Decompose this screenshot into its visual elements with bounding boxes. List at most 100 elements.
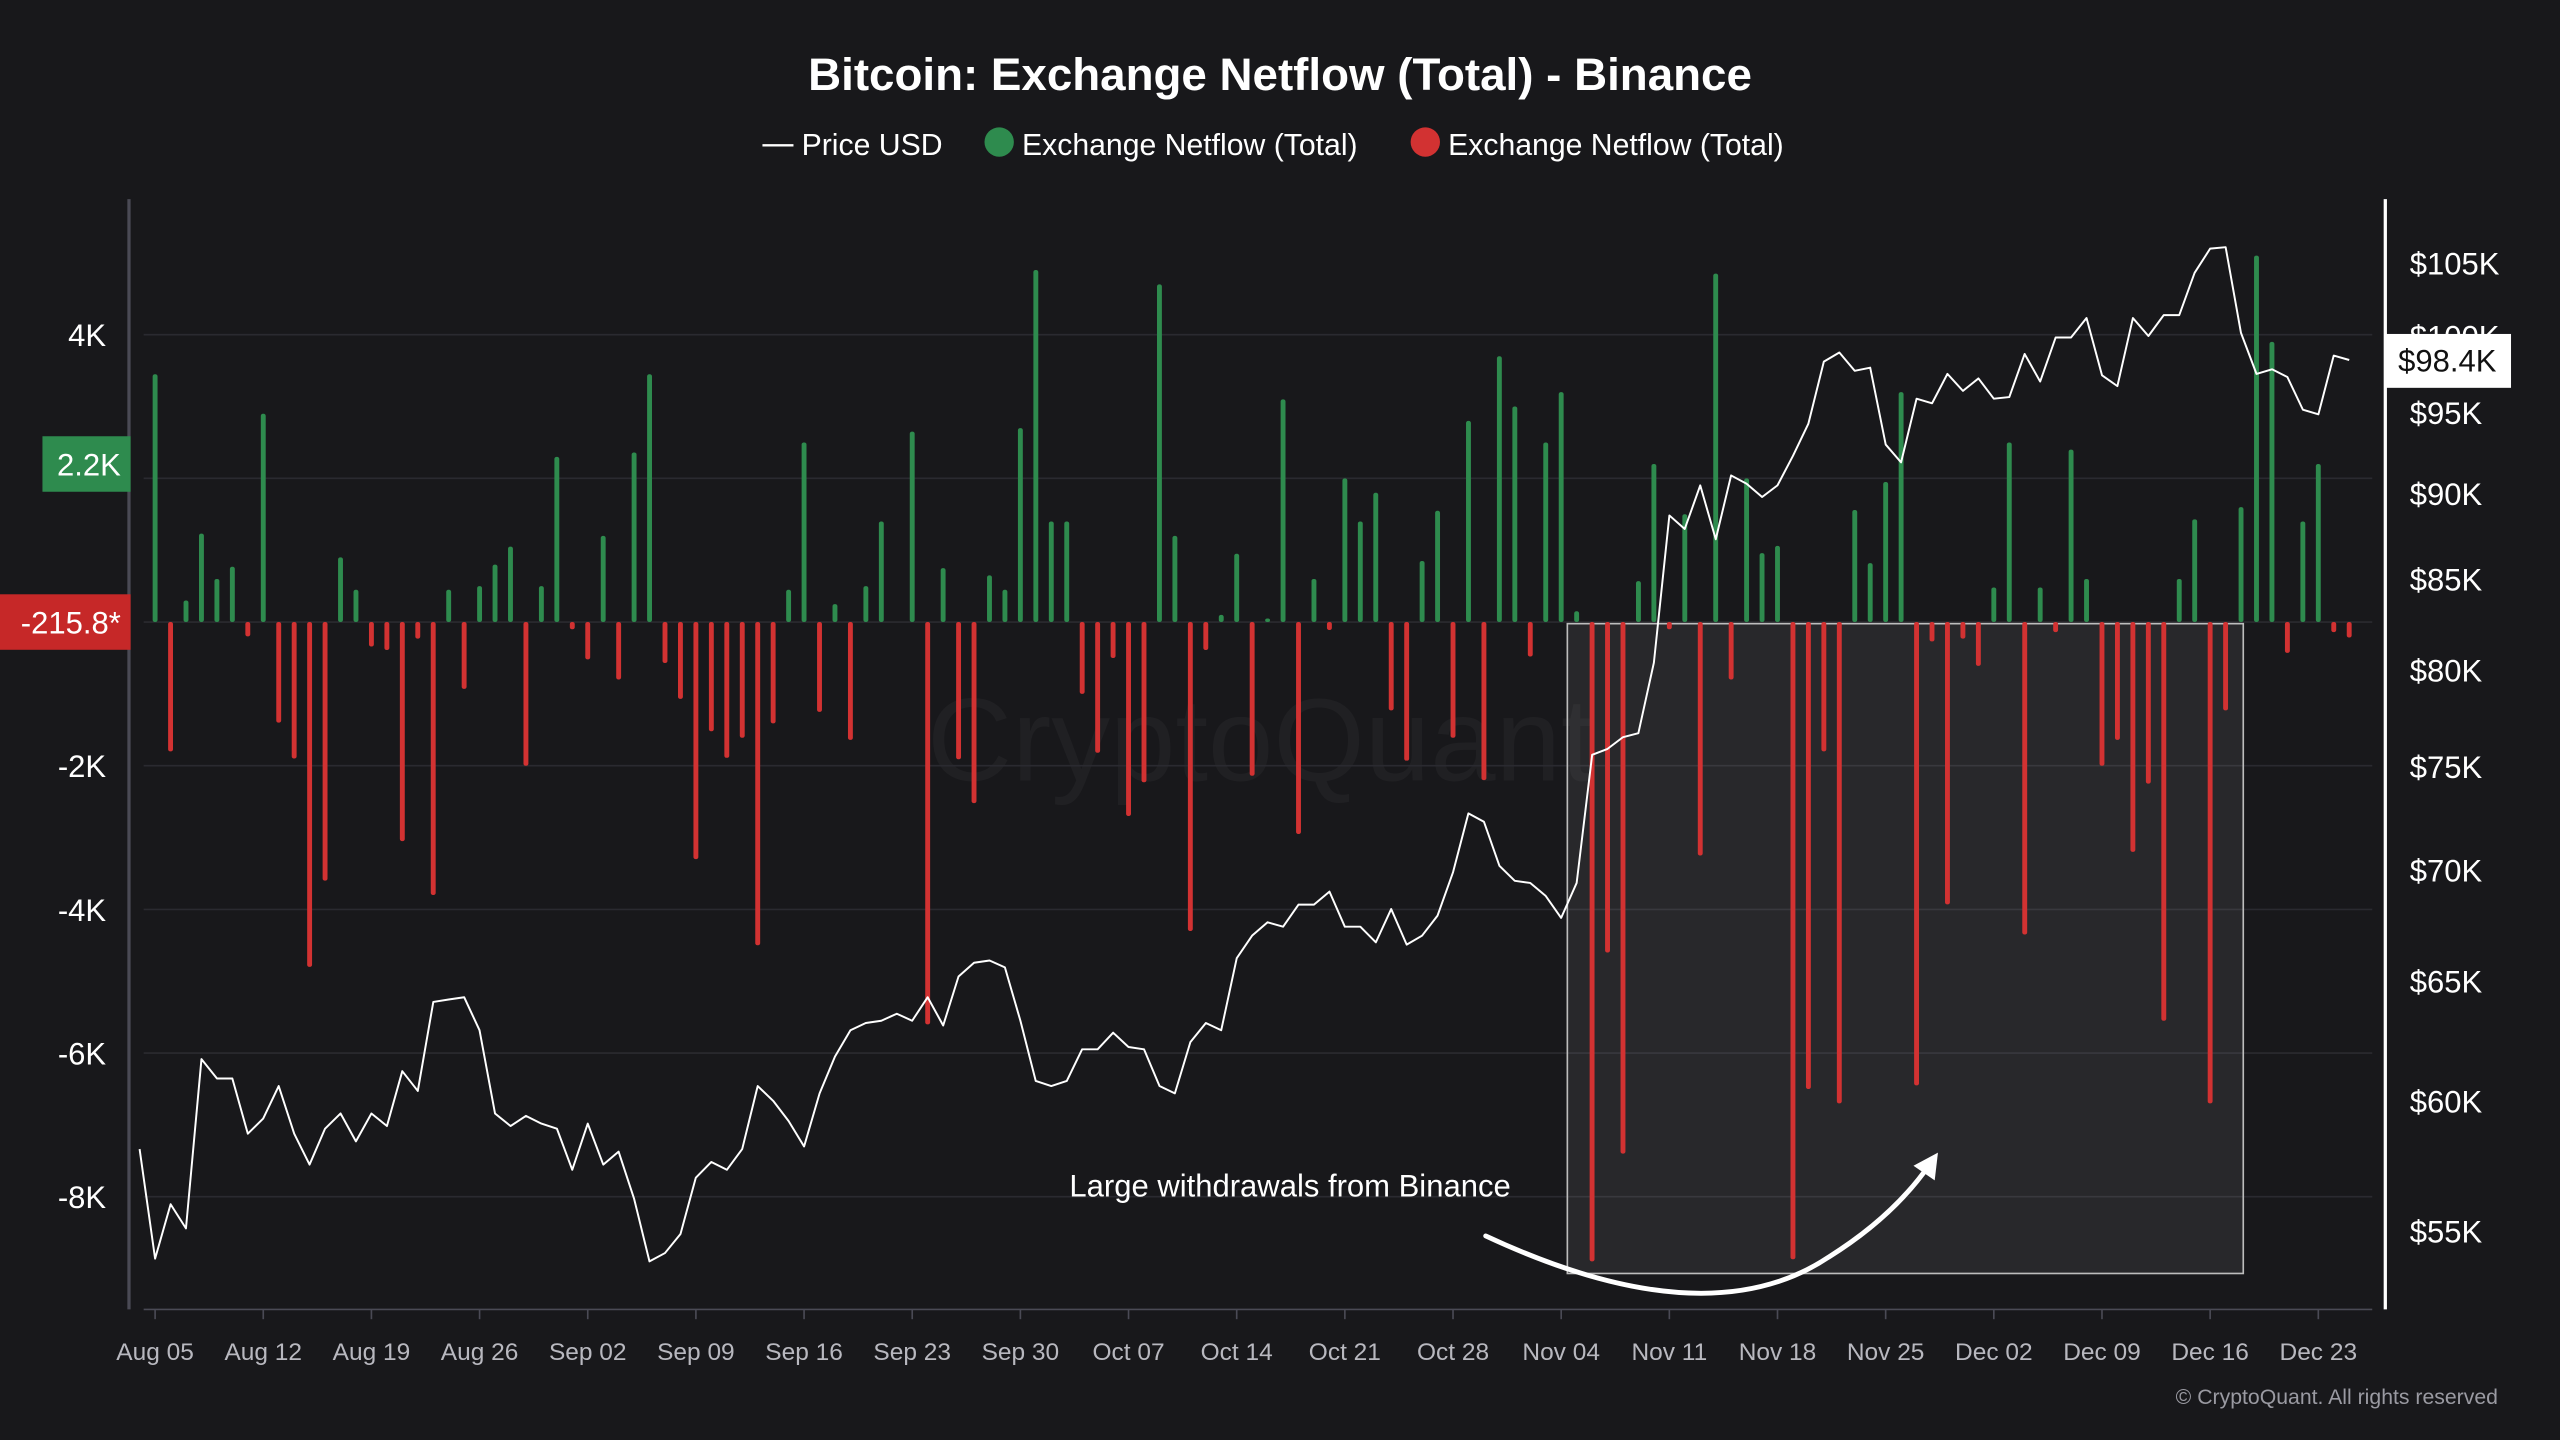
annotation-arrow-icon: [1483, 1152, 1938, 1296]
netflow-bar-positive: [1342, 478, 1348, 623]
netflow-bar-negative: [1805, 622, 1811, 1089]
netflow-bar-negative: [1666, 622, 1672, 630]
netflow-bar-positive: [1558, 392, 1564, 623]
legend-item-netflow-positive[interactable]: Exchange Netflow (Total): [984, 127, 1358, 162]
netflow-bar-positive: [229, 566, 235, 623]
netflow-bar-negative: [1079, 622, 1085, 694]
right-tick-label: $105K: [2410, 246, 2500, 281]
netflow-bar-negative: [1836, 622, 1842, 1104]
badge-text: 2.2K: [57, 447, 121, 482]
netflow-bar-positive: [1311, 578, 1317, 623]
netflow-bar-negative: [1388, 622, 1394, 711]
legend: Price USD Exchange Netflow (Total) Excha…: [762, 127, 1784, 162]
netflow-bar-positive: [1218, 614, 1224, 623]
legend-red-dot-icon: [1410, 127, 1440, 157]
left-tick-label: -4K: [58, 893, 107, 928]
x-tick-label: Nov 04: [1522, 1339, 1600, 1366]
netflow-bar-negative: [1296, 622, 1301, 834]
netflow-bar-negative: [693, 622, 699, 860]
x-tick-label: Aug 12: [224, 1339, 302, 1366]
netflow-bar-positive: [508, 546, 513, 623]
x-tick-label: Aug 19: [333, 1339, 411, 1366]
netflow-bar-negative: [971, 622, 977, 804]
legend-label: Exchange Netflow (Total): [1022, 129, 1358, 162]
netflow-bar-negative: [1450, 622, 1456, 738]
netflow-bar-negative: [1728, 622, 1734, 680]
x-tick-label: Dec 23: [2280, 1339, 2358, 1366]
right-tick-label: $75K: [2410, 750, 2483, 785]
netflow-bar-positive: [2084, 578, 2089, 623]
netflow-bar-positive: [1357, 521, 1363, 623]
netflow-bar-positive: [1775, 545, 1780, 623]
netflow-bar-negative: [2346, 622, 2352, 638]
right-tick-label: $95K: [2410, 396, 2483, 431]
netflow-bar-positive: [199, 533, 204, 623]
netflow-bar-negative: [2331, 622, 2337, 633]
right-tick-label: $70K: [2410, 853, 2483, 888]
price-line: [138, 246, 2350, 1263]
x-tick-label: Nov 18: [1739, 1339, 1817, 1366]
legend-item-netflow-negative[interactable]: Exchange Netflow (Total): [1410, 127, 1784, 162]
x-axis-ticks: Aug 05 Aug 12 Aug 19 Aug 26 Sep 02 Sep 09 Sep …: [116, 1309, 2357, 1366]
netflow-bar-negative: [2223, 622, 2229, 711]
watermark: CryptoQuant: [927, 674, 1593, 805]
netflow-bar-positive: [1883, 481, 1889, 623]
netflow-bar-negative: [755, 622, 761, 946]
netflow-bar-negative: [1187, 622, 1193, 931]
highlight-region: [1566, 622, 2245, 1275]
netflow-bar-negative: [2022, 622, 2028, 935]
netflow-bar-positive: [2192, 519, 2198, 623]
x-tick-label: Sep 09: [657, 1339, 735, 1366]
netflow-bar-negative: [399, 622, 405, 842]
netflow-bar-positive: [863, 586, 869, 623]
netflow-bar-positive: [554, 456, 560, 623]
netflow-bar-positive: [878, 521, 884, 623]
x-tick-label: Nov 11: [1631, 1339, 1707, 1366]
netflow-bar-positive: [631, 452, 637, 623]
netflow-bar-negative: [569, 622, 575, 630]
x-tick-label: Oct 07: [1092, 1339, 1164, 1366]
right-tick-label: $80K: [2410, 654, 2483, 689]
netflow-bar-negative: [1914, 622, 1920, 1086]
badge-background: [2385, 333, 2512, 388]
netflow-bar-negative: [1326, 622, 1332, 630]
netflow-bar-negative: [739, 622, 745, 738]
netflow-bar-positive: [600, 535, 606, 623]
netflow-bar-positive: [492, 564, 498, 623]
netflow-bar-negative: [1620, 622, 1626, 1154]
netflow-bar-negative: [276, 622, 282, 723]
netflow-bar-negative: [384, 622, 390, 651]
netflow-bar-positive: [1435, 510, 1441, 623]
netflow-bar-positive: [152, 374, 158, 623]
netflow-bar-positive: [1172, 535, 1178, 623]
netflow-bar-negative: [2114, 622, 2120, 740]
x-tick-label: Sep 16: [765, 1339, 843, 1366]
netflow-bar-positive: [1017, 428, 1023, 623]
netflow-bar-negative: [1527, 622, 1533, 657]
badge-netflow-positive: 2.2K: [42, 436, 131, 492]
netflow-bar-negative: [1960, 622, 1966, 639]
netflow-bar-positive: [214, 578, 220, 623]
netflow-bar-positive: [1635, 581, 1641, 623]
netflow-bar-positive: [1064, 521, 1070, 623]
x-tick-label: Aug 26: [441, 1339, 519, 1366]
netflow-bar-negative: [307, 622, 313, 967]
netflow-bar-negative: [1697, 622, 1703, 856]
netflow-bar-negative: [585, 622, 591, 660]
netflow-bar-negative: [1481, 622, 1487, 781]
netflow-bar-negative: [2099, 622, 2105, 766]
netflow-bar-positive: [260, 413, 266, 623]
netflow-bar-positive: [1234, 553, 1240, 623]
netflow-bar-negative: [2053, 622, 2059, 633]
netflow-bar-positive: [1852, 509, 1858, 623]
netflow-bar-negative: [1249, 622, 1255, 776]
netflow-bars: [152, 255, 2352, 1262]
netflow-bar-negative: [291, 622, 297, 759]
netflow-bar-negative: [322, 622, 328, 881]
legend-item-price[interactable]: Price USD: [762, 129, 943, 162]
netflow-bar-negative: [1095, 622, 1101, 753]
netflow-bar-positive: [801, 442, 807, 623]
netflow-bar-positive: [1744, 478, 1750, 623]
netflow-bar-negative: [415, 622, 421, 639]
